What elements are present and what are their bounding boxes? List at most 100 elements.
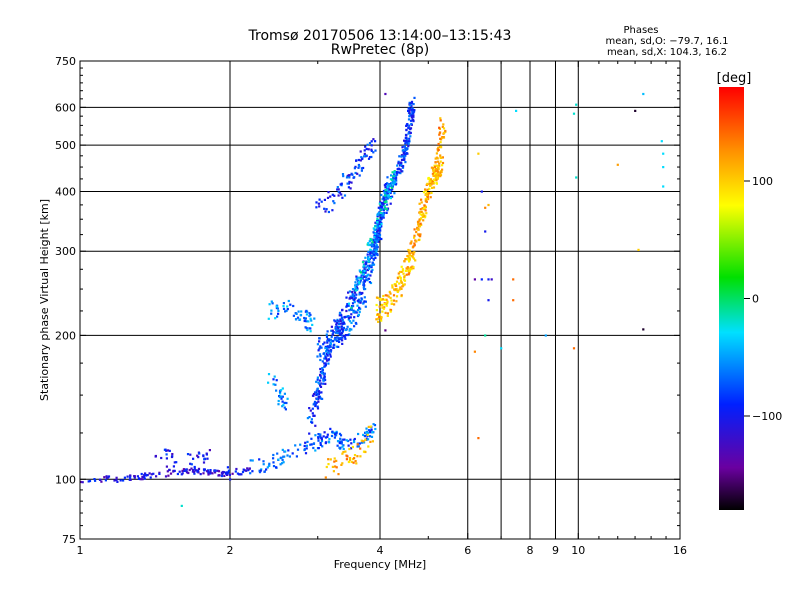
data-point — [353, 176, 356, 179]
data-point — [439, 131, 442, 134]
data-point — [404, 147, 407, 150]
data-point — [412, 245, 415, 248]
data-point — [298, 318, 302, 321]
data-point — [412, 103, 415, 106]
data-point — [391, 195, 394, 198]
data-point — [303, 448, 306, 451]
data-point — [321, 370, 324, 373]
data-point — [364, 300, 367, 303]
data-point — [275, 379, 278, 382]
data-point — [328, 441, 331, 444]
data-point — [368, 281, 371, 284]
data-point — [328, 346, 331, 349]
data-point — [319, 345, 322, 348]
data-point — [420, 210, 423, 213]
data-point — [309, 317, 312, 320]
data-point — [164, 448, 167, 451]
data-point — [439, 117, 442, 120]
axis-ticks: 1 2 4 6 8 9 10 16 75 100 200 300 400 500 600 750 — [55, 55, 687, 557]
data-point — [473, 350, 476, 353]
data-point — [320, 436, 323, 440]
data-point — [370, 256, 373, 259]
data-point — [404, 258, 407, 261]
data-point — [418, 234, 421, 237]
data-point — [398, 282, 401, 285]
data-point — [149, 476, 152, 479]
data-point — [322, 382, 325, 385]
data-point — [379, 207, 382, 210]
data-point — [370, 149, 373, 152]
data-point — [313, 400, 317, 403]
data-point — [395, 280, 399, 283]
data-point — [406, 266, 409, 269]
data-point — [421, 213, 424, 217]
data-point — [208, 449, 211, 452]
data-point — [389, 191, 392, 195]
data-point — [418, 202, 421, 205]
data-point — [395, 300, 398, 303]
data-point — [434, 176, 437, 179]
data-point — [141, 478, 144, 481]
data-point — [377, 238, 380, 241]
data-point — [277, 312, 280, 315]
data-point — [295, 318, 298, 321]
data-point — [322, 352, 325, 355]
data-point — [362, 440, 365, 443]
data-point — [385, 211, 388, 214]
data-point — [411, 255, 414, 258]
data-point — [338, 432, 342, 435]
data-point — [426, 182, 429, 185]
data-point — [389, 309, 393, 312]
data-point — [384, 92, 387, 96]
data-point — [395, 171, 398, 174]
data-point — [339, 329, 342, 332]
data-point — [368, 267, 371, 270]
data-point — [404, 154, 407, 157]
data-point — [236, 472, 239, 475]
data-point — [263, 470, 266, 473]
data-point — [318, 205, 321, 208]
data-point — [356, 172, 359, 175]
data-point — [370, 428, 373, 431]
data-point — [324, 378, 327, 382]
data-point — [318, 390, 321, 393]
data-point — [225, 471, 228, 474]
data-point — [318, 435, 321, 438]
data-point — [282, 305, 285, 308]
data-point — [363, 300, 366, 303]
data-point — [338, 191, 342, 194]
data-point — [275, 466, 278, 469]
data-point — [408, 254, 411, 257]
data-point — [150, 473, 153, 476]
data-point — [339, 319, 342, 322]
data-point — [319, 385, 323, 388]
data-point — [334, 465, 337, 468]
data-point — [348, 290, 351, 293]
data-point — [332, 346, 335, 349]
data-point — [376, 220, 379, 224]
data-point — [403, 152, 406, 156]
data-point — [423, 207, 426, 210]
data-point — [309, 409, 312, 412]
data-point — [374, 237, 378, 240]
data-point — [305, 320, 308, 323]
data-point — [165, 465, 168, 468]
data-point — [371, 263, 374, 266]
data-point — [357, 166, 360, 169]
data-point — [407, 145, 410, 148]
data-point — [391, 286, 394, 289]
data-point — [194, 469, 197, 472]
data-point — [422, 212, 425, 215]
data-point — [369, 237, 372, 241]
data-point — [199, 473, 202, 476]
y-tick-label: 300 — [55, 245, 76, 258]
data-point — [351, 293, 354, 296]
data-point — [364, 145, 367, 148]
data-point — [344, 315, 347, 318]
data-point — [384, 194, 387, 197]
data-point — [186, 471, 189, 474]
data-point — [406, 123, 409, 126]
data-point — [359, 455, 362, 458]
data-point — [319, 443, 322, 446]
data-point — [364, 271, 367, 274]
